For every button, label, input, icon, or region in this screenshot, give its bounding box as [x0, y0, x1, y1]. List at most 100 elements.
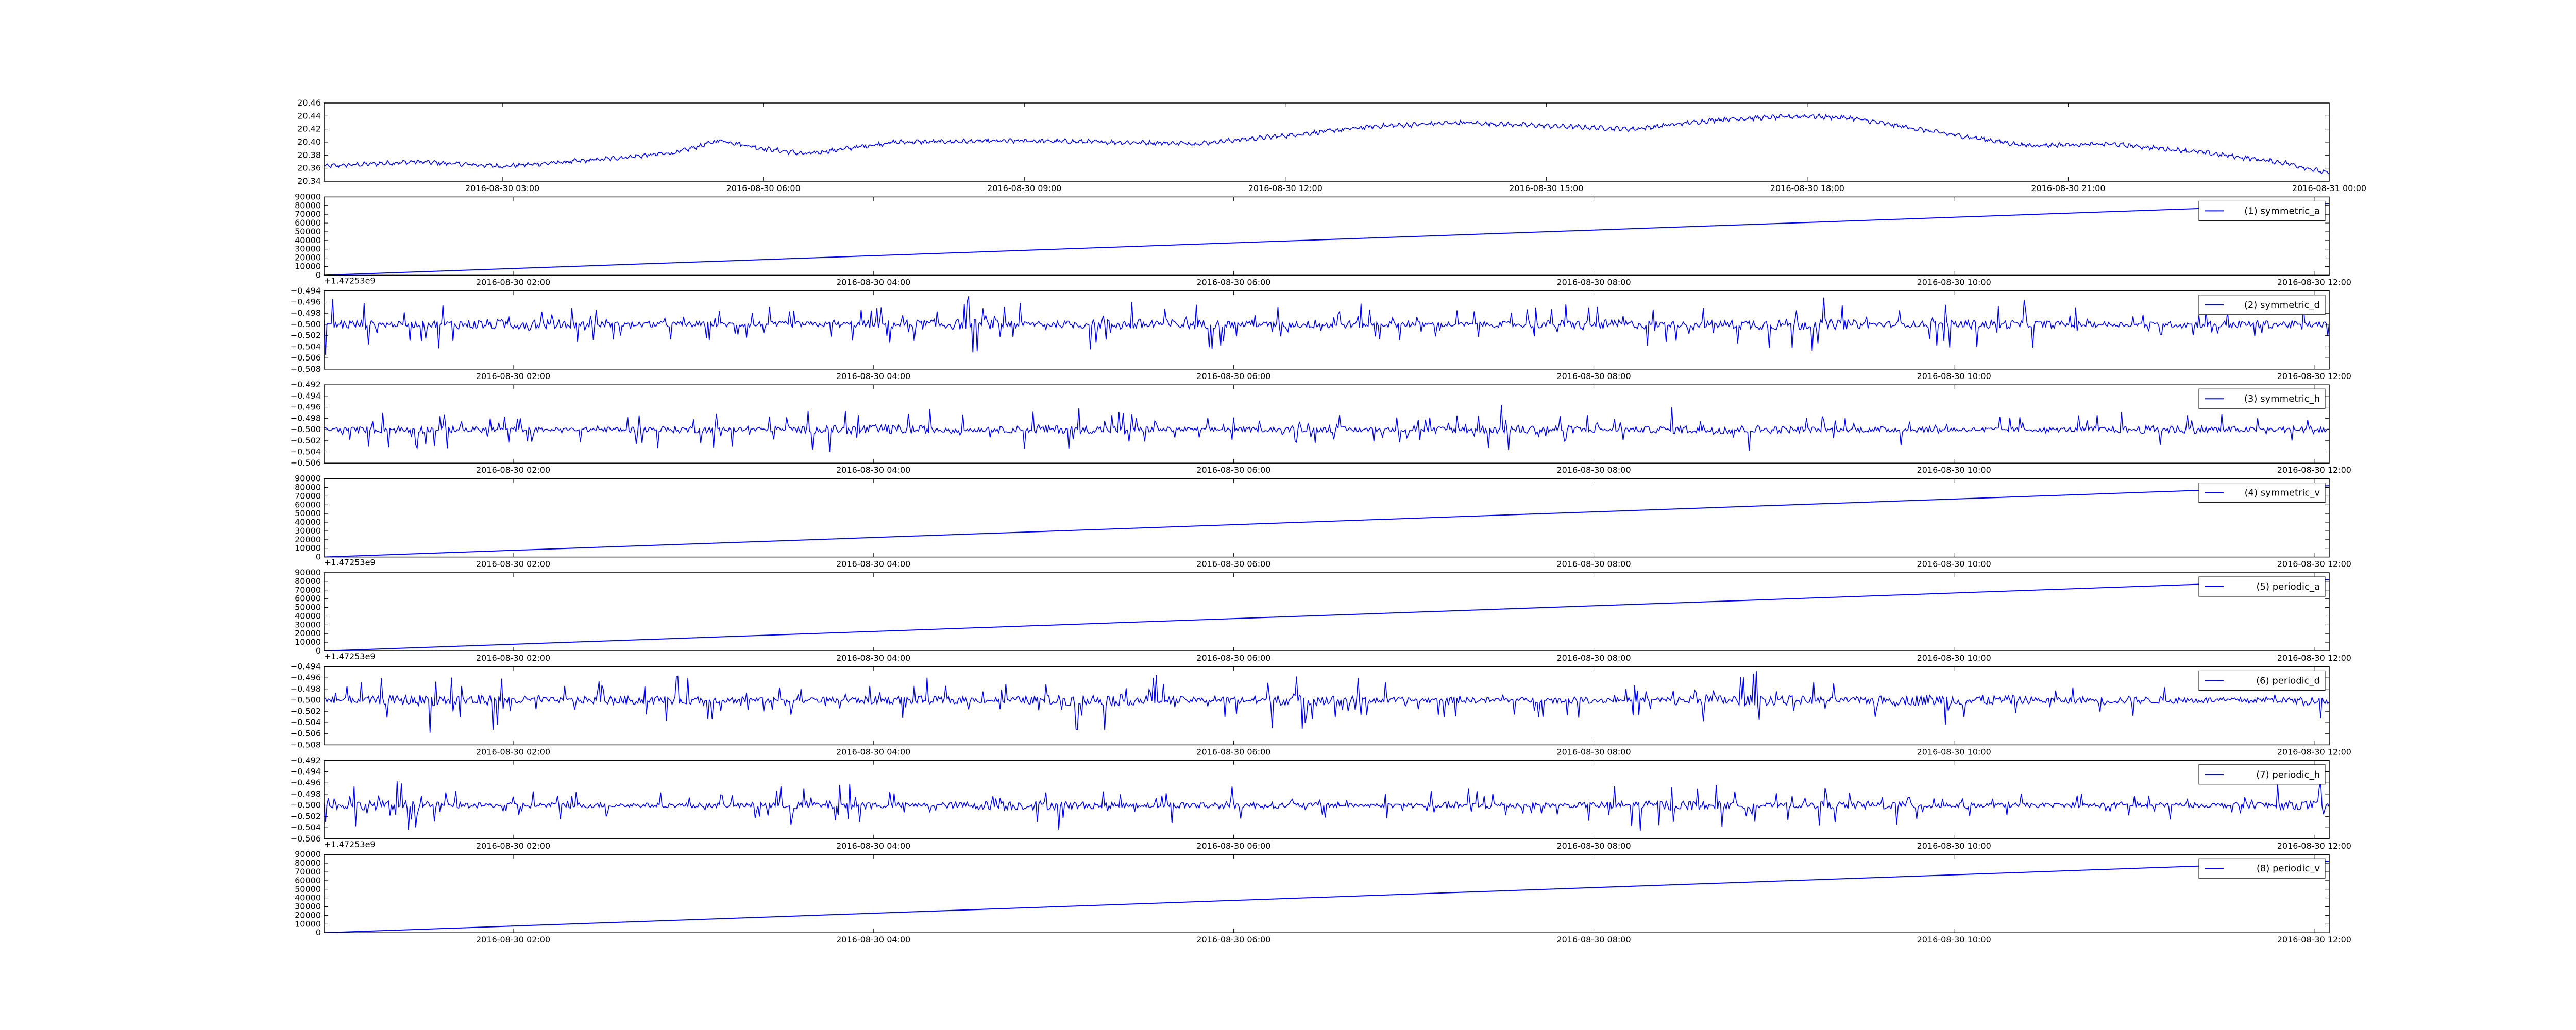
- xtick-label: 2016-08-30 08:00: [1556, 935, 1631, 945]
- xtick-label: 2016-08-30 02:00: [476, 559, 550, 569]
- xtick-label: 2016-08-30 06:00: [1196, 841, 1270, 851]
- xtick-label: 2016-08-30 02:00: [476, 465, 550, 475]
- ytick-label: 20000: [295, 910, 321, 920]
- xtick-label: 2016-08-30 04:00: [836, 747, 910, 757]
- subplot-3: −0.508−0.506−0.504−0.502−0.500−0.498−0.4…: [291, 286, 2351, 381]
- ytick-label: −0.506: [291, 834, 321, 844]
- subplot-2: 0100002000030000400005000060000700008000…: [295, 192, 2351, 287]
- ytick-label: 0: [316, 928, 321, 937]
- ytick-label: −0.498: [291, 413, 321, 423]
- ytick-label: 20.38: [297, 150, 321, 160]
- subplot-9: 0100002000030000400005000060000700008000…: [295, 849, 2351, 945]
- xtick-label: 2016-08-30 06:00: [1196, 465, 1270, 475]
- xtick-label: 2016-08-31 00:00: [2292, 183, 2366, 193]
- ytick-label: −0.504: [291, 822, 321, 832]
- ytick-label: −0.496: [291, 297, 321, 307]
- series-line: [324, 671, 2329, 733]
- xtick-label: 2016-08-30 04:00: [836, 653, 910, 663]
- series-line: [324, 579, 2329, 651]
- ytick-label: −0.498: [291, 308, 321, 318]
- ytick-label: 30000: [295, 526, 321, 536]
- ytick-label: −0.496: [291, 673, 321, 682]
- xtick-label: 2016-08-30 10:00: [1917, 841, 1991, 851]
- series-line: [324, 781, 2329, 831]
- ytick-label: 40000: [295, 517, 321, 527]
- xtick-label: 2016-08-30 08:00: [1556, 841, 1631, 851]
- ytick-label: −0.500: [291, 695, 321, 705]
- ytick-label: −0.506: [291, 729, 321, 739]
- ytick-label: 30000: [295, 244, 321, 254]
- xtick-label: 2016-08-30 12:00: [2277, 653, 2351, 663]
- axes-frame: [324, 760, 2330, 839]
- xtick-label: 2016-08-30 08:00: [1556, 747, 1631, 757]
- ytick-label: 80000: [295, 200, 321, 210]
- xtick-label: 2016-08-30 02:00: [476, 371, 550, 381]
- ytick-label: −0.496: [291, 778, 321, 787]
- ytick-label: 50000: [295, 227, 321, 236]
- ytick-label: 60000: [295, 218, 321, 228]
- ytick-label: 80000: [295, 858, 321, 868]
- xtick-label: 2016-08-30 12:00: [2277, 935, 2351, 945]
- xtick-label: 2016-08-30 10:00: [1917, 747, 1991, 757]
- offset-text: +1.47253e9: [324, 839, 376, 849]
- ytick-label: 40000: [295, 611, 321, 621]
- legend-label: (4) symmetric_v: [2245, 488, 2320, 499]
- xtick-label: 2016-08-30 04:00: [836, 841, 910, 851]
- xtick-label: 2016-08-30 08:00: [1556, 465, 1631, 475]
- ytick-label: 0: [316, 552, 321, 562]
- xtick-label: 2016-08-30 04:00: [836, 465, 910, 475]
- ytick-label: 80000: [295, 482, 321, 492]
- ytick-label: −0.494: [291, 767, 321, 777]
- ytick-label: −0.504: [291, 341, 321, 351]
- axes-frame: [324, 196, 2330, 276]
- ytick-label: 70000: [295, 585, 321, 595]
- ytick-label: −0.508: [291, 364, 321, 374]
- ytick-label: 10000: [295, 637, 321, 647]
- legend-label: (5) periodic_a: [2257, 581, 2320, 592]
- ytick-label: 10000: [295, 919, 321, 929]
- ytick-label: 20.44: [297, 111, 321, 121]
- subplot-8: −0.506−0.504−0.502−0.500−0.498−0.496−0.4…: [291, 756, 2351, 851]
- offset-text: +1.47253e9: [324, 276, 376, 285]
- offset-text: +1.47253e9: [324, 558, 376, 568]
- legend: (5) periodic_a: [2198, 576, 2326, 597]
- xtick-label: 2016-08-30 15:00: [1509, 183, 1583, 193]
- ytick-label: 70000: [295, 209, 321, 219]
- xtick-label: 2016-08-30 10:00: [1917, 935, 1991, 945]
- series-line: [324, 485, 2329, 557]
- ytick-label: 90000: [295, 474, 321, 484]
- xtick-label: 2016-08-30 08:00: [1556, 653, 1631, 663]
- axes-frame: [324, 102, 2330, 182]
- legend-label: (7) periodic_h: [2256, 769, 2320, 780]
- ytick-label: 0: [316, 270, 321, 280]
- series-line: [324, 113, 2329, 175]
- xtick-label: 2016-08-30 04:00: [836, 277, 910, 287]
- series-line: [324, 861, 2329, 933]
- xtick-label: 2016-08-30 21:00: [2031, 183, 2105, 193]
- axes-frame: [324, 666, 2330, 746]
- ytick-label: 20.40: [297, 137, 321, 147]
- series-line: [324, 203, 2329, 276]
- subplot-4: −0.506−0.504−0.502−0.500−0.498−0.496−0.4…: [291, 380, 2351, 475]
- xtick-label: 2016-08-30 12:00: [2277, 559, 2351, 569]
- ytick-label: −0.496: [291, 402, 321, 412]
- ytick-label: 60000: [295, 594, 321, 604]
- xtick-label: 2016-08-30 10:00: [1917, 277, 1991, 287]
- ytick-label: 90000: [295, 849, 321, 859]
- subplot-7: −0.508−0.506 −0.504−0.502−0.500−0.498 −0.4…: [291, 661, 2351, 757]
- offset-text: +1.47253e9: [324, 651, 376, 661]
- xtick-label: 2016-08-30 02:00: [476, 747, 550, 757]
- legend-label: (8) periodic_v: [2257, 863, 2320, 874]
- xtick-label: 2016-08-30 12:00: [2277, 371, 2351, 381]
- legend: (8) periodic_v: [2198, 858, 2326, 879]
- xtick-label: 2016-08-30 06:00: [1196, 935, 1270, 945]
- ytick-label: 60000: [295, 876, 321, 885]
- ytick-label: 70000: [295, 867, 321, 877]
- legend: (1) symmetric_a: [2198, 200, 2326, 221]
- ytick-label: −0.508: [291, 740, 321, 749]
- xtick-label: 2016-08-30 10:00: [1917, 371, 1991, 381]
- ytick-label: 90000: [295, 568, 321, 577]
- ytick-label: −0.500: [291, 800, 321, 810]
- ytick-label: 30000: [295, 620, 321, 629]
